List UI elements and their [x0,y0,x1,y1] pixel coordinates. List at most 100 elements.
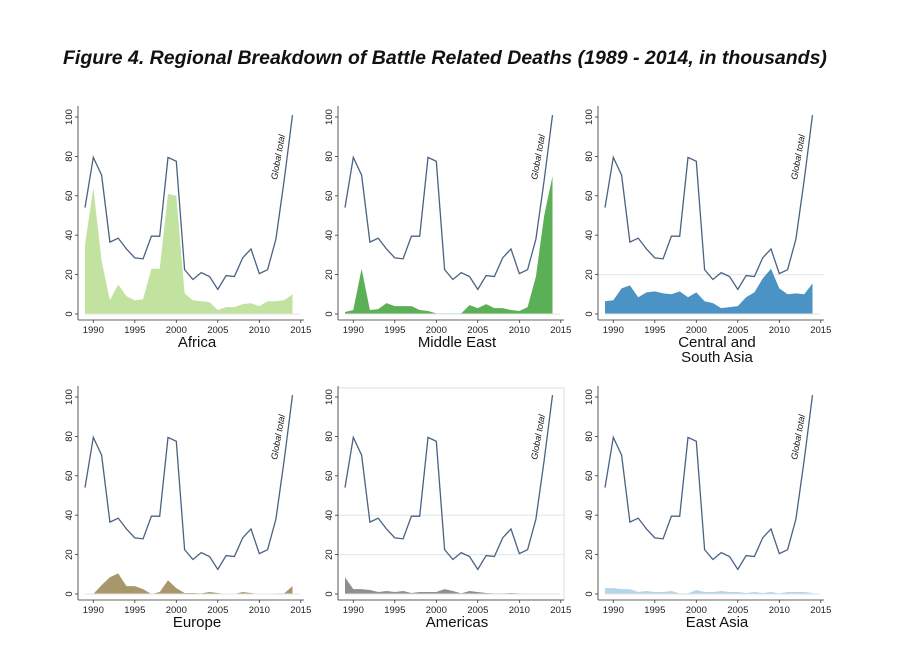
x-tick-label: 2010 [509,325,530,336]
y-tick-label: 0 [324,311,335,316]
y-tick-label: 80 [584,431,595,442]
global-total-line [344,114,554,291]
x-tick-label: 2010 [249,605,270,616]
panel-africa: Global total 0 20 40 60 80 100 1990 1995 2000 2005… [64,106,311,351]
x-tick-label: 1990 [343,325,364,336]
regional-area [605,268,813,314]
panel-title: Americas [426,614,489,631]
y-tick-label: 60 [64,191,75,202]
x-tick-label: 2010 [769,325,790,336]
x-tick-label: 2000 [426,605,447,616]
y-tick-label: 20 [584,549,595,560]
y-tick-label: 80 [324,431,335,442]
x-tick-label: 2015 [290,605,311,616]
y-tick-label: 80 [584,151,595,162]
y-tick-label: 60 [584,471,595,482]
panel-central-and-south-asia: Global total 0 20 40 60 80 100 1990 1995 2000 2005… [584,106,831,366]
y-tick-label: 60 [64,471,75,482]
y-tick-label: 100 [324,109,335,125]
x-tick-label: 2005 [727,605,748,616]
y-tick-label: 20 [584,269,595,280]
x-tick-label: 1995 [124,605,145,616]
regional-area [85,573,293,594]
x-tick-label: 2005 [207,325,228,336]
x-tick-label: 2000 [686,605,707,616]
y-tick-label: 100 [324,389,335,405]
x-tick-label: 1990 [343,605,364,616]
global-total-label: Global total [789,133,807,181]
regional-area [85,187,293,314]
y-tick-label: 80 [324,151,335,162]
x-tick-label: 1995 [644,325,665,336]
x-tick-label: 1995 [384,325,405,336]
global-total-line [604,394,814,571]
x-tick-label: 1990 [83,605,104,616]
y-tick-label: 0 [584,591,595,596]
panel-title: Africa [178,334,217,351]
x-tick-label: 1990 [603,605,624,616]
x-tick-label: 2000 [426,325,447,336]
y-tick-label: 0 [584,311,595,316]
x-tick-label: 2005 [727,325,748,336]
x-tick-label: 2010 [769,605,790,616]
global-total-label: Global total [529,413,547,461]
x-tick-label: 2000 [686,325,707,336]
figure-title: Figure 4. Regional Breakdown of Battle R… [63,47,827,69]
y-tick-label: 40 [324,230,335,241]
y-tick-label: 100 [64,109,75,125]
x-tick-label: 2015 [810,605,831,616]
panel-east-asia: Global total 0 20 40 60 80 100 1990 1995 2000 2005… [584,386,831,631]
panel-middle-east: Global total 0 20 40 60 80 100 1990 1995 2000 2005… [324,106,571,351]
y-tick-label: 60 [324,191,335,202]
x-tick-label: 2005 [467,605,488,616]
global-total-label: Global total [789,413,807,461]
x-tick-label: 2005 [207,605,228,616]
x-tick-label: 1990 [603,325,624,336]
y-tick-label: 80 [64,151,75,162]
x-tick-label: 2015 [290,325,311,336]
y-tick-label: 0 [324,591,335,596]
y-tick-label: 60 [584,191,595,202]
x-tick-label: 1995 [644,605,665,616]
panel-europe: Global total 0 20 40 60 80 100 1990 1995 2000 2005… [64,386,311,631]
x-tick-label: 2005 [467,325,488,336]
panel-title: South Asia [681,349,753,366]
y-tick-label: 40 [64,510,75,521]
global-total-line [344,394,554,571]
x-tick-label: 1995 [124,325,145,336]
y-tick-label: 80 [64,431,75,442]
x-tick-label: 2015 [810,325,831,336]
y-tick-label: 20 [64,549,75,560]
panel-title: Central and [678,334,756,351]
y-tick-label: 40 [324,510,335,521]
global-total-label: Global total [529,133,547,181]
panel-title: East Asia [686,614,749,631]
x-tick-label: 2010 [249,325,270,336]
panel-americas: Global total 0 20 40 60 80 100 1990 1995 2000 2005… [324,386,571,631]
y-tick-label: 0 [64,591,75,596]
global-total-line [84,394,294,571]
regional-area [345,577,553,594]
x-tick-label: 2000 [166,325,187,336]
x-tick-label: 1995 [384,605,405,616]
y-tick-label: 60 [324,471,335,482]
x-tick-label: 1990 [83,325,104,336]
global-total-label: Global total [269,133,287,181]
regional-area [345,176,553,314]
y-tick-label: 100 [584,109,595,125]
y-tick-label: 20 [324,549,335,560]
plot-frame [337,387,565,601]
y-tick-label: 40 [584,510,595,521]
y-tick-label: 40 [584,230,595,241]
x-tick-label: 2015 [550,605,571,616]
y-tick-label: 100 [64,389,75,405]
global-total-label: Global total [269,413,287,461]
y-tick-label: 20 [64,269,75,280]
y-tick-label: 20 [324,269,335,280]
x-tick-label: 2010 [509,605,530,616]
y-tick-label: 40 [64,230,75,241]
x-tick-label: 2000 [166,605,187,616]
panel-title: Middle East [418,334,497,351]
regional-area [605,588,813,594]
